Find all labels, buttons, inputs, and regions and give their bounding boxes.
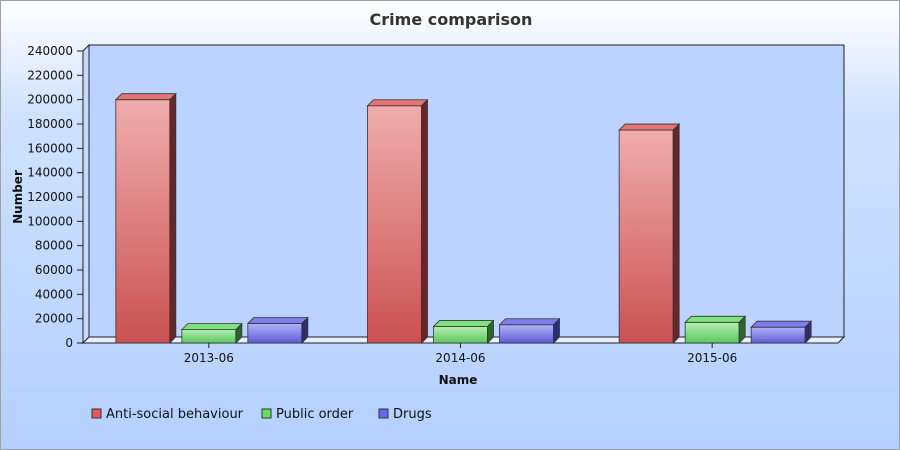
y-tick-label: 220000 [27,68,73,82]
x-axis: 2013-06 2014-06 2015-06 [184,343,737,365]
bar-top [432,320,495,327]
bar-top [114,93,177,101]
bar-public-order-2014-06[interactable] [432,319,495,344]
y-tick-label: 60000 [35,263,73,277]
bar-side [672,123,680,344]
y-axis: 0 20000 40000 60000 80000 100000 120000 140000 1… [27,44,83,350]
y-tick-label: 160000 [27,141,73,155]
y-tick-label: 0 [65,336,73,350]
legend-swatch-drugs [378,408,389,419]
bar-top [366,99,429,107]
bar-side [553,317,560,344]
bar-side [421,98,428,344]
bar-side [169,92,177,344]
bars-group [114,92,813,344]
bar-side [235,322,243,344]
bar-top [684,315,747,323]
bar-drugs-2014-06[interactable] [498,317,561,344]
bar-front [367,105,422,344]
legend-label-drugs: Drugs [393,407,432,422]
y-tick-label: 180000 [27,117,73,131]
y-tick-label: 200000 [27,93,73,107]
y-tick-label: 40000 [35,287,73,301]
legend-item-drugs[interactable]: Drugs [378,407,432,422]
legend-item-public-order[interactable]: Public order [261,407,354,422]
bar-drugs-2015-06[interactable] [750,320,813,344]
bar-top [246,317,309,324]
y-tick-label: 120000 [27,190,73,204]
bar-top [750,320,813,328]
bar-top [618,123,681,131]
plot-back-wall [88,44,845,338]
bar-top [498,318,561,326]
y-axis-title: Number [11,170,25,224]
bar-side [804,320,812,344]
bar-front [684,321,740,344]
y-tick-label: 80000 [35,239,73,253]
legend-swatch-public-order [261,408,272,419]
legend-label-anti-social-behaviour: Anti-social behaviour [106,407,244,422]
bar-front [499,324,554,344]
y-tick-label: 140000 [27,166,73,180]
bar-top [180,323,243,331]
bar-public-order-2013-06[interactable] [180,322,243,344]
bar-front [181,329,237,344]
legend: Anti-social behaviour Public order Drugs [91,407,432,422]
y-tick-label: 20000 [35,312,73,326]
bar-front [247,323,303,344]
legend-item-anti-social-behaviour[interactable]: Anti-social behaviour [91,407,244,422]
bar-public-order-2015-06[interactable] [684,315,747,344]
bar-front [750,326,806,344]
chart-title: Crime comparison [370,10,533,29]
y-tick-label: 100000 [27,214,73,228]
plot-area [81,43,846,345]
x-tick-label: 2014-06 [435,351,485,365]
x-tick-label: 2013-06 [184,351,234,365]
legend-swatch-anti-social-behaviour [91,408,102,419]
bar-side [301,316,309,344]
y-tick-label: 240000 [27,44,73,58]
bar-front [433,326,488,344]
bar-anti-social-behaviour-2015-06[interactable] [618,123,681,344]
x-axis-title: Name [439,373,478,387]
bar-anti-social-behaviour-2014-06[interactable] [366,98,429,344]
bar-side [487,319,494,344]
bar-side [738,315,746,344]
bar-drugs-2013-06[interactable] [246,316,309,344]
legend-label-public-order: Public order [276,407,354,422]
x-tick-label: 2015-06 [687,351,737,365]
bar-front [115,99,171,344]
plot-left-wall [82,43,90,345]
bar-anti-social-behaviour-2013-06[interactable] [114,92,177,344]
bar-front [618,129,674,344]
